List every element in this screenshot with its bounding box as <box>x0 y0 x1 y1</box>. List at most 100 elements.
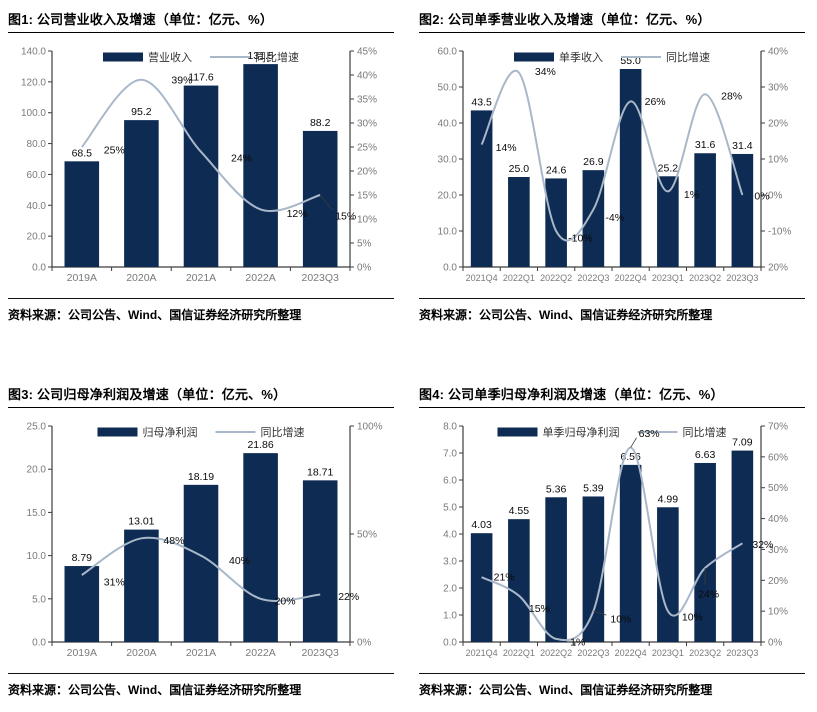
bar-value-label: 68.5 <box>72 147 93 159</box>
left-tick-label: 60.0 <box>27 170 47 181</box>
right-tick-label: 100% <box>357 422 383 433</box>
line-value-label: -4% <box>605 212 624 224</box>
left-tick-label: 20.0 <box>27 232 47 243</box>
left-tick-label: 6.0 <box>443 476 457 487</box>
bar-value-label: 117.6 <box>188 72 214 84</box>
right-tick-label: 30% <box>768 83 788 94</box>
line-value-label: 10% <box>610 614 631 626</box>
bar-2022A <box>243 453 278 642</box>
left-tick-label: 0.0 <box>443 263 457 274</box>
left-tick-label: 3.0 <box>443 557 457 568</box>
legend-bar-label: 单季收入 <box>559 50 603 64</box>
left-tick-label: 7.0 <box>443 449 457 460</box>
bar-2022Q3 <box>582 496 605 642</box>
left-tick-label: 100.0 <box>21 108 46 119</box>
label-leader-line <box>630 437 637 448</box>
bar-value-label: 25.0 <box>509 163 530 175</box>
panel-fig2: 图2: 公司单季营业收入及增速（单位：亿元、%） 0.0 10.0 20.0 30.0… <box>419 8 805 323</box>
bar-2022Q4 <box>619 464 642 642</box>
legend-bar-label: 归母净利润 <box>143 425 198 439</box>
category-label: 2022A <box>245 272 275 284</box>
line-value-label: 24% <box>698 588 719 600</box>
bar-value-label: 5.39 <box>583 482 604 494</box>
bar-2023Q2 <box>694 462 716 642</box>
line-value-label: 28% <box>721 91 742 103</box>
line-value-label: 15% <box>335 211 356 223</box>
right-tick-label: 0% <box>357 638 372 649</box>
panel-fig3: 图3: 公司归母净利润及增速（单位：亿元、%） 0.0 5.0 10.0 15.0 20… <box>8 383 394 698</box>
left-tick-label: 0.0 <box>32 638 46 649</box>
panel-fig1: 图1: 公司营业收入及增速（单位：亿元、%） 0.0 20.0 40.0 60.0 80… <box>8 8 394 323</box>
left-tick-label: 1.0 <box>443 611 457 622</box>
source-text: 资料来源：公司公告、Wind、国信证券经济研究所整理 <box>8 683 302 697</box>
legend-bar-label: 单季归母净利润 <box>543 425 620 439</box>
left-tick-label: 5.0 <box>32 594 46 605</box>
line-value-label: 1% <box>570 636 585 648</box>
line-value-label: 21% <box>494 572 515 584</box>
left-tick-label: 140.0 <box>21 47 46 58</box>
line-value-label: 24% <box>231 152 252 164</box>
category-label: 2023Q3 <box>302 272 340 284</box>
source-text: 资料来源：公司公告、Wind、国信证券经济研究所整理 <box>419 683 713 697</box>
bar-value-label: 24.6 <box>546 164 567 176</box>
bar-2022Q2 <box>545 178 567 267</box>
right-tick-label: 45% <box>357 47 377 58</box>
right-tick-label: 0% <box>768 191 783 202</box>
category-label: 2023Q1 <box>652 273 684 283</box>
category-label: 2023Q3 <box>726 273 758 283</box>
bar-2022Q4 <box>619 69 642 267</box>
left-tick-label: 15.0 <box>27 508 47 519</box>
category-label: 2022A <box>245 647 275 659</box>
bar-value-label: 4.99 <box>658 493 679 505</box>
right-tick-label: 15% <box>357 191 377 202</box>
category-label: 2022Q4 <box>615 648 647 658</box>
bar-value-label: 18.19 <box>188 471 214 483</box>
line-value-label: 26% <box>645 96 666 108</box>
growth-line <box>81 78 321 212</box>
fig2-source-note: 资料来源：公司公告、Wind、国信证券经济研究所整理 <box>419 298 805 323</box>
left-tick-label: 20.0 <box>438 191 458 202</box>
line-value-label: 34% <box>535 66 556 78</box>
fig2-bar-line-chart: 0.0 10.0 20.0 30.0 40.0 50.0 60.0 20% -10% 0% 10% 2… <box>438 47 792 284</box>
right-tick-label: 20% <box>768 576 788 587</box>
bar-value-label: 25.2 <box>658 162 679 174</box>
bar-value-label: 26.9 <box>583 156 604 168</box>
right-tick-label: 0% <box>768 638 783 649</box>
category-label: 2023Q1 <box>652 648 684 658</box>
left-tick-label: 60.0 <box>438 47 458 58</box>
right-tick-label: 10% <box>357 215 377 226</box>
bar-value-label: 43.5 <box>471 96 492 108</box>
right-tick-label: 10% <box>768 155 788 166</box>
category-label: 2023Q3 <box>726 648 758 658</box>
bar-value-label: 4.55 <box>509 505 530 517</box>
fig3-source-note: 资料来源：公司公告、Wind、国信证券经济研究所整理 <box>8 673 394 698</box>
right-tick-label: 30% <box>768 545 788 556</box>
bar-value-label: 5.36 <box>546 483 567 495</box>
right-tick-label: 70% <box>768 422 788 433</box>
bar-2023Q1 <box>657 507 679 642</box>
bar-2021Q4 <box>470 533 493 642</box>
line-value-label: 1% <box>684 189 699 201</box>
right-tick-label: 50% <box>768 483 788 494</box>
fig3-bar-line-chart: 0.0 5.0 10.0 15.0 20.0 25.0 0% 50% 100% 2019A 2020… <box>27 422 383 660</box>
left-tick-label: 4.0 <box>443 530 457 541</box>
right-tick-label: 5% <box>357 239 372 250</box>
left-tick-label: 120.0 <box>21 77 46 88</box>
right-tick-label: 40% <box>768 514 788 525</box>
fig1-title: 图1: 公司营业收入及增速（单位：亿元、%） <box>8 8 394 33</box>
line-value-label: 48% <box>163 535 184 547</box>
right-tick-label: 0% <box>357 263 372 274</box>
category-label: 2022Q1 <box>503 273 535 283</box>
category-label: 2019A <box>67 647 97 659</box>
legend-bar-swatch <box>103 52 143 62</box>
left-tick-label: 25.0 <box>27 422 47 433</box>
right-tick-label: 60% <box>768 452 788 463</box>
line-value-label: 31% <box>104 577 125 589</box>
growth-line <box>480 69 744 242</box>
left-tick-label: 8.0 <box>443 422 457 433</box>
category-label: 2020A <box>126 647 156 659</box>
bar-2022Q3 <box>582 170 605 267</box>
category-label: 2022Q2 <box>540 648 572 658</box>
line-value-label: 22% <box>338 591 359 603</box>
bar-value-label: 6.63 <box>695 449 716 461</box>
